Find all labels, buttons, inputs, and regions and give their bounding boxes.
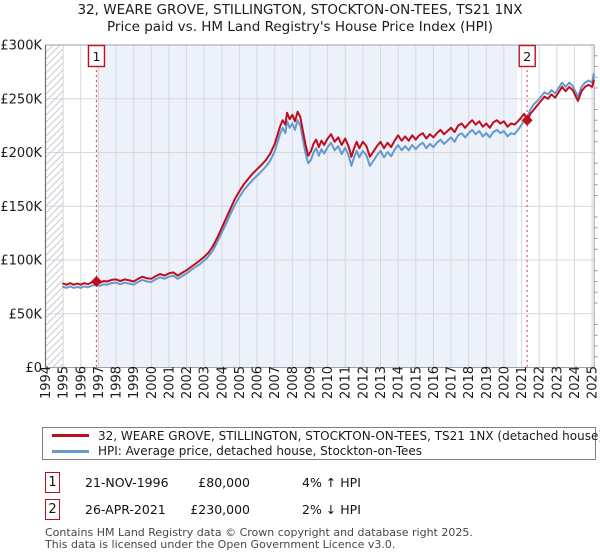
sale-1-number-badge: 1 — [45, 472, 60, 493]
x-axis-label: 2011 — [339, 366, 354, 399]
x-axis-label: 2013 — [374, 366, 389, 399]
sale-2-annotation-row: 2 26-APR-2021 £230,000 2% ↓ HPI — [0, 499, 600, 521]
x-axis-label: 2004 — [215, 366, 230, 399]
hpi-line-swatch — [52, 449, 89, 453]
x-axis-label: 1995 — [57, 366, 72, 399]
x-axis-label: 2002 — [180, 366, 195, 399]
x-axis-label: 2016 — [427, 366, 442, 399]
hpi-line — [62, 73, 595, 289]
x-axis-label: 2001 — [162, 366, 177, 399]
x-axis-label: 2023 — [550, 366, 565, 399]
x-axis-label: 2009 — [303, 366, 318, 399]
x-axis-label: 2000 — [145, 366, 160, 399]
sale-2-marker — [521, 114, 533, 126]
svg-text:1: 1 — [92, 49, 100, 64]
x-axis-label: 2005 — [233, 366, 248, 399]
chart-title-line1: 32, WEARE GROVE, STILLINGTON, STOCKTON-O… — [77, 2, 523, 18]
x-axis-label: 2020 — [497, 366, 512, 399]
x-axis-label: 2018 — [462, 366, 477, 399]
x-axis-label: 1994 — [39, 366, 54, 399]
sale-1-hpi-delta: 4% ↑ HPI — [302, 475, 361, 490]
x-axis-label: 2019 — [480, 366, 495, 399]
hpi-legend-label: HPI: Average price, detached house, Stoc… — [98, 444, 423, 459]
x-axis-label: 1997 — [92, 366, 107, 399]
x-axis-label: 1996 — [74, 366, 89, 399]
sale-1-marker — [90, 276, 102, 287]
x-axis-label: 2014 — [392, 366, 407, 399]
sale-1-chart-badge — [87, 44, 106, 68]
sale-1-price: £80,000 — [198, 475, 250, 490]
x-axis-label: 2025 — [586, 366, 600, 399]
sale-2-number-badge: 2 — [45, 499, 60, 520]
no-data-hatch — [45, 45, 64, 368]
chart-title-line2: Price paid vs. HM Land Registry's House … — [107, 19, 493, 35]
sale-1-annotation-row: 1 21-NOV-1996 £80,000 4% ↑ HPI — [0, 472, 600, 494]
y-axis-label: £100K — [0, 254, 42, 269]
sale-2-price: £230,000 — [190, 502, 250, 517]
sale-2-date: 26-APR-2021 — [85, 502, 166, 517]
footer-licence-line: This data is licensed under the Open Gov… — [45, 538, 396, 551]
y-axis-label: £0 — [25, 361, 42, 376]
x-axis-label: 2008 — [286, 366, 301, 399]
x-axis-label: 2012 — [356, 366, 371, 399]
y-axis-label: £300K — [0, 39, 42, 54]
x-axis-label: 2015 — [409, 366, 424, 399]
y-axis-label: £200K — [0, 146, 42, 161]
sale-2-chart-badge — [518, 44, 536, 68]
chart-legend: 32, WEARE GROVE, STILLINGTON, STOCKTON-O… — [42, 427, 600, 460]
legend-row-hpi: HPI: Average price, detached house, Stoc… — [43, 444, 595, 459]
sale-1-date: 21-NOV-1996 — [85, 475, 169, 490]
price-paid-line — [62, 79, 595, 286]
x-axis-label: 1998 — [110, 366, 125, 399]
price-paid-line-swatch — [52, 434, 89, 438]
y-axis-label: £150K — [0, 200, 42, 215]
x-axis-label: 2022 — [533, 366, 548, 399]
svg-text:2: 2 — [523, 49, 531, 64]
y-axis-label: £250K — [0, 92, 42, 107]
x-axis-label: 2007 — [268, 366, 283, 399]
x-axis-label: 2017 — [445, 366, 460, 399]
legend-row-price-paid: 32, WEARE GROVE, STILLINGTON, STOCKTON-O… — [43, 428, 600, 443]
price-paid-legend-label: 32, WEARE GROVE, STILLINGTON, STOCKTON-O… — [98, 428, 600, 443]
x-axis-label: 2003 — [198, 366, 213, 399]
x-axis-label: 2006 — [251, 366, 266, 399]
x-axis-label: 2021 — [515, 366, 530, 399]
x-axis-label: 2010 — [321, 366, 336, 399]
y-axis-label: £50K — [9, 307, 43, 322]
x-axis-label: 2024 — [568, 366, 583, 399]
footer-copyright-line: Contains HM Land Registry data © Crown c… — [45, 526, 473, 539]
sale-2-hpi-delta: 2% ↓ HPI — [302, 502, 361, 517]
x-axis-label: 1999 — [127, 366, 142, 399]
